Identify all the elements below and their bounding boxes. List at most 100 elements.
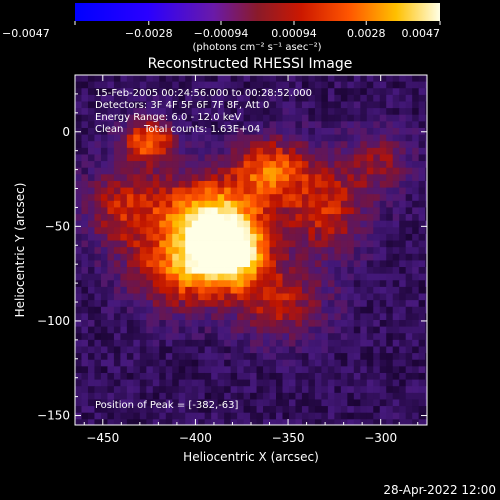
heatmap-cell (321, 147, 329, 155)
heatmap-cell (301, 286, 309, 294)
heatmap-cell (399, 94, 407, 102)
heatmap-cell (165, 154, 173, 162)
heatmap-cell (308, 306, 316, 314)
heatmap-cell (392, 359, 400, 367)
heatmap-cell (126, 161, 134, 169)
heatmap-cell (224, 366, 232, 374)
heatmap-cell (230, 286, 238, 294)
heatmap-cell (334, 313, 342, 321)
heatmap-cell (347, 346, 355, 354)
heatmap-cell (405, 147, 413, 155)
heatmap-cell (347, 121, 355, 129)
heatmap-cell (152, 253, 160, 261)
heatmap-cell (198, 253, 206, 261)
heatmap-cell (295, 240, 303, 248)
heatmap-cell (263, 306, 270, 314)
heatmap-cell (347, 386, 355, 394)
heatmap-cell (94, 306, 102, 314)
heatmap-cell (94, 253, 102, 261)
heatmap-cell (288, 180, 296, 188)
heatmap-cell (87, 286, 95, 294)
heatmap-cell (256, 94, 264, 102)
heatmap-cell (256, 240, 264, 248)
heatmap-cell (185, 200, 193, 208)
heatmap-cell (133, 81, 141, 89)
heatmap-cell (172, 300, 180, 308)
heatmap-cell (360, 187, 368, 195)
heatmap-cell (152, 75, 160, 83)
heatmap-cell (347, 320, 355, 328)
heatmap-cell (87, 300, 95, 308)
heatmap-cell (139, 320, 147, 328)
heatmap-cell (263, 161, 270, 169)
heatmap-cell (139, 147, 147, 155)
heatmap-cell (133, 75, 141, 83)
heatmap-cell (263, 313, 270, 321)
heatmap-cell (288, 359, 296, 367)
heatmap-cell (100, 399, 108, 407)
heatmap-cell (159, 240, 167, 248)
heatmap-cell (314, 326, 322, 334)
heatmap-cell (353, 399, 361, 407)
heatmap-cell (327, 260, 335, 268)
heatmap-cell (159, 227, 167, 235)
heatmap-cell (340, 326, 348, 334)
heatmap-cell (373, 108, 381, 116)
heatmap-cell (327, 81, 335, 89)
heatmap-cell (250, 359, 257, 367)
heatmap-cell (405, 366, 413, 374)
heatmap-cell (276, 353, 283, 361)
heatmap-cell (146, 233, 154, 241)
heatmap-cell (230, 141, 238, 149)
heatmap-cell (211, 419, 219, 425)
heatmap-cell (399, 392, 407, 400)
heatmap-cell (81, 127, 89, 135)
heatmap-cell (100, 194, 108, 202)
heatmap-cell (360, 233, 368, 241)
heatmap-cell (412, 253, 420, 261)
heatmap-cell (178, 333, 186, 341)
heatmap-cell (412, 286, 420, 294)
heatmap-cell (230, 333, 238, 341)
heatmap-cell (120, 267, 128, 275)
heatmap-cell (87, 141, 95, 149)
heatmap-cell (191, 147, 199, 155)
heatmap-cell (276, 200, 283, 208)
heatmap-cell (360, 127, 368, 135)
heatmap-cell (327, 253, 335, 261)
heatmap-cell (347, 180, 355, 188)
heatmap-cell (75, 167, 82, 175)
heatmap-cell (204, 412, 212, 420)
heatmap-cell (386, 326, 394, 334)
heatmap-cell (87, 372, 95, 380)
heatmap-cell (198, 233, 206, 241)
heatmap-cell (87, 333, 95, 341)
heatmap-cell (126, 88, 134, 96)
heatmap-cell (366, 379, 374, 387)
heatmap-cell (211, 306, 219, 314)
heatmap-cell (263, 233, 270, 241)
heatmap-cell (165, 313, 173, 321)
heatmap-cell (301, 326, 309, 334)
heatmap-cell (295, 147, 303, 155)
heatmap-cell (269, 227, 277, 235)
heatmap-cell (211, 114, 219, 122)
heatmap-cell (107, 240, 115, 248)
heatmap-cell (340, 353, 348, 361)
heatmap-cell (327, 339, 335, 347)
heatmap-cell (133, 366, 141, 374)
heatmap-cell (392, 399, 400, 407)
heatmap-cell (81, 214, 89, 222)
heatmap-cell (230, 260, 238, 268)
heatmap-cell (159, 75, 167, 83)
heatmap-cell (399, 313, 407, 321)
heatmap-cell (237, 306, 244, 314)
heatmap-cell (152, 200, 160, 208)
heatmap-cell (113, 253, 121, 261)
heatmap-cell (379, 167, 387, 175)
heatmap-cell (243, 406, 251, 414)
heatmap-cell (263, 406, 270, 414)
heatmap-cell (373, 406, 381, 414)
heatmap-cell (178, 167, 186, 175)
heatmap-cell (340, 286, 348, 294)
